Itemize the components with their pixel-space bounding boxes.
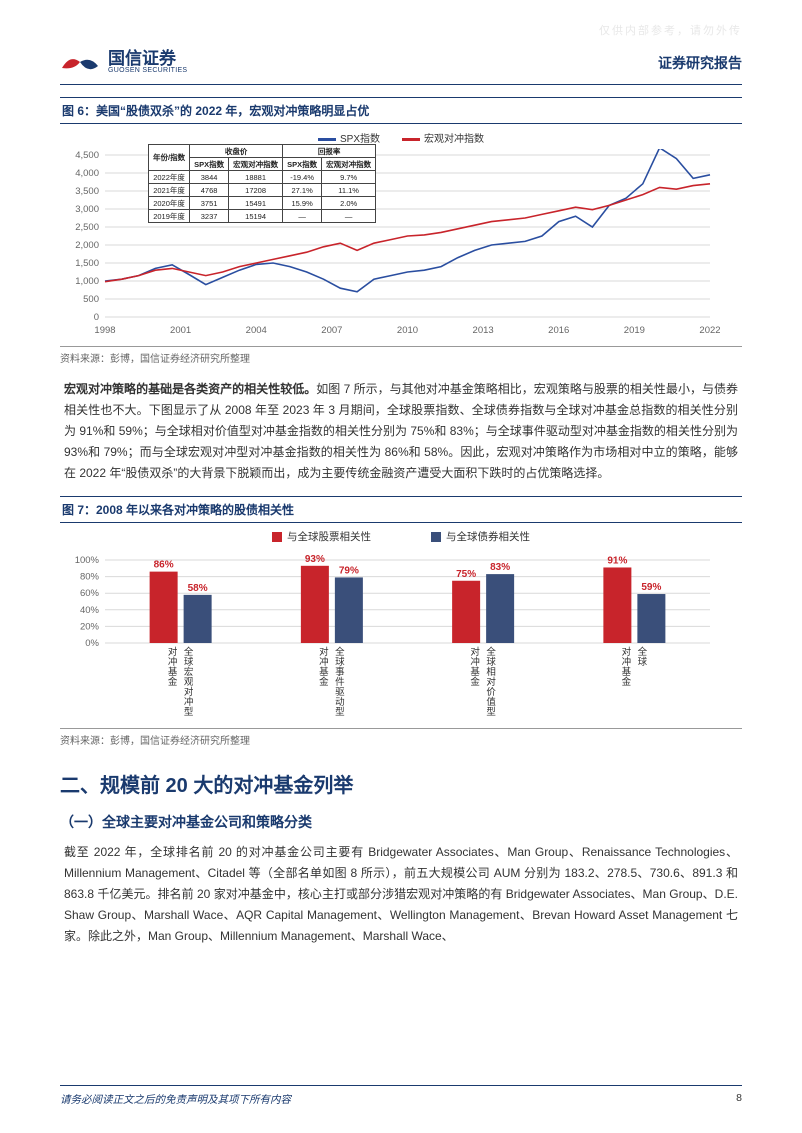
table-group-return: 回报率 (283, 145, 376, 158)
th-spx1: SPX指数 (190, 158, 229, 171)
svg-text:2,500: 2,500 (75, 222, 99, 233)
svg-text:2019: 2019 (624, 325, 645, 336)
svg-text:86%: 86% (154, 560, 174, 571)
th-spx2: SPX指数 (283, 158, 322, 171)
svg-text:2010: 2010 (397, 325, 418, 336)
figure7-title: 图 7：2008 年以来各对冲策略的股债相关性 (60, 496, 742, 523)
page-body: 国信证券 GUOSEN SECURITIES 证券研究报告 图 6：美国“股债双… (0, 0, 802, 989)
legend-swatch-bond (431, 532, 441, 542)
svg-text:40%: 40% (80, 605, 100, 616)
svg-text:4,500: 4,500 (75, 150, 99, 161)
svg-text:球: 球 (638, 656, 648, 668)
company-logo-block: 国信证券 GUOSEN SECURITIES (60, 50, 187, 76)
footer-disclaimer: 请务必阅读正文之后的免责声明及其项下所有内容 (60, 1092, 291, 1107)
table-row: 2019年度323715194—— (149, 210, 376, 223)
svg-text:58%: 58% (188, 583, 208, 594)
legend-label-macro: 宏观对冲指数 (424, 134, 484, 145)
figure7-svg: 0%20%40%60%80%100%86%58%全球宏观对冲型对冲基金93%79… (60, 546, 720, 721)
svg-text:1,000: 1,000 (75, 276, 99, 287)
svg-text:20%: 20% (80, 621, 100, 632)
svg-text:型: 型 (184, 707, 194, 718)
legend-swatch-spx (318, 138, 336, 141)
legend-label-stock: 与全球股票相关性 (287, 531, 371, 543)
table-row: 2020年度37511549115.9%2.0% (149, 197, 376, 210)
svg-text:1,500: 1,500 (75, 258, 99, 269)
svg-text:93%: 93% (305, 554, 325, 565)
svg-text:2013: 2013 (473, 325, 494, 336)
body-paragraph-1: 宏观对冲策略的基础是各类资产的相关性较低。如图 7 所示，与其他对冲基金策略相比… (60, 379, 742, 484)
figure6-inset-table: 年份/指数 收盘价 回报率 SPX指数 宏观对冲指数 SPX指数 宏观对冲指数 … (148, 144, 376, 223)
legend-swatch-stock (272, 532, 282, 542)
page-footer: 请务必阅读正文之后的免责声明及其项下所有内容 8 (60, 1085, 742, 1107)
body-paragraph-2: 截至 2022 年，全球排名前 20 的对冲基金公司主要有 Bridgewate… (60, 842, 742, 947)
legend-swatch-macro (402, 138, 420, 141)
page-number: 8 (736, 1092, 742, 1107)
svg-text:75%: 75% (456, 569, 476, 580)
svg-text:2016: 2016 (548, 325, 569, 336)
svg-text:金: 金 (168, 676, 178, 688)
svg-text:型: 型 (486, 707, 496, 718)
page-header: 国信证券 GUOSEN SECURITIES 证券研究报告 (60, 50, 742, 85)
table-row: 2021年度47681720827.1%11.1% (149, 184, 376, 197)
guosen-logo-icon (60, 50, 100, 76)
svg-text:金: 金 (470, 676, 480, 688)
svg-text:金: 金 (622, 676, 632, 688)
svg-text:100%: 100% (75, 555, 100, 566)
para1-rest: 如图 7 所示，与其他对冲基金策略相比，宏观策略与股票的相关性最小，与债券相关性… (64, 382, 738, 480)
svg-text:3,000: 3,000 (75, 204, 99, 215)
report-type-label: 证券研究报告 (658, 53, 742, 73)
svg-text:金: 金 (319, 676, 329, 688)
svg-text:4,000: 4,000 (75, 168, 99, 179)
figure6-title: 图 6：美国“股债双杀”的 2022 年，宏观对冲策略明显占优 (60, 97, 742, 124)
para1-bold: 宏观对冲策略的基础是各类资产的相关性较低。 (64, 382, 316, 396)
svg-text:59%: 59% (641, 582, 661, 593)
watermark: 仅供内部参考，请勿外传 (599, 22, 742, 38)
figure7-chart: 与全球股票相关性 与全球债券相关性 0% 20% 40% 60% 80% 100% 86% 5… (60, 529, 742, 724)
table-corner: 年份/指数 (149, 145, 190, 171)
svg-text:2004: 2004 (246, 325, 267, 336)
svg-text:79%: 79% (339, 565, 359, 576)
svg-text:0: 0 (94, 312, 99, 323)
company-name-zh: 国信证券 (108, 50, 187, 67)
svg-text:型: 型 (335, 707, 345, 718)
svg-text:60%: 60% (80, 588, 100, 599)
figure6-source: 资料来源：彭博，国信证券经济研究所整理 (60, 346, 742, 365)
table-row: 2022年度384418881-19.4%9.7% (149, 171, 376, 184)
svg-text:80%: 80% (80, 572, 100, 583)
figure7-source: 资料来源：彭博，国信证券经济研究所整理 (60, 728, 742, 747)
svg-text:0%: 0% (85, 638, 99, 649)
th-macro1: 宏观对冲指数 (229, 158, 283, 171)
svg-text:2,000: 2,000 (75, 240, 99, 251)
section-heading-2: 二、规模前 20 大的对冲基金列举 (60, 769, 742, 798)
table-group-close: 收盘价 (190, 145, 283, 158)
figure6-legend: SPX指数 宏观对冲指数 (60, 130, 742, 145)
svg-text:500: 500 (83, 294, 99, 305)
th-macro2: 宏观对冲指数 (322, 158, 376, 171)
svg-text:1998: 1998 (94, 325, 115, 336)
svg-text:91%: 91% (607, 555, 627, 566)
svg-text:2007: 2007 (321, 325, 342, 336)
svg-text:2022: 2022 (699, 325, 720, 336)
svg-text:2001: 2001 (170, 325, 191, 336)
svg-text:83%: 83% (490, 562, 510, 573)
figure7-legend: 与全球股票相关性 与全球债券相关性 (60, 529, 742, 544)
company-name-en: GUOSEN SECURITIES (108, 67, 187, 75)
svg-text:3,500: 3,500 (75, 186, 99, 197)
legend-label-bond: 与全球债券相关性 (446, 531, 530, 543)
figure6-chart: SPX指数 宏观对冲指数 0 500 1,000 1,500 2,000 2,500 3,0… (60, 130, 742, 342)
subsection-heading-1: （一）全球主要对冲基金公司和策略分类 (60, 812, 742, 832)
